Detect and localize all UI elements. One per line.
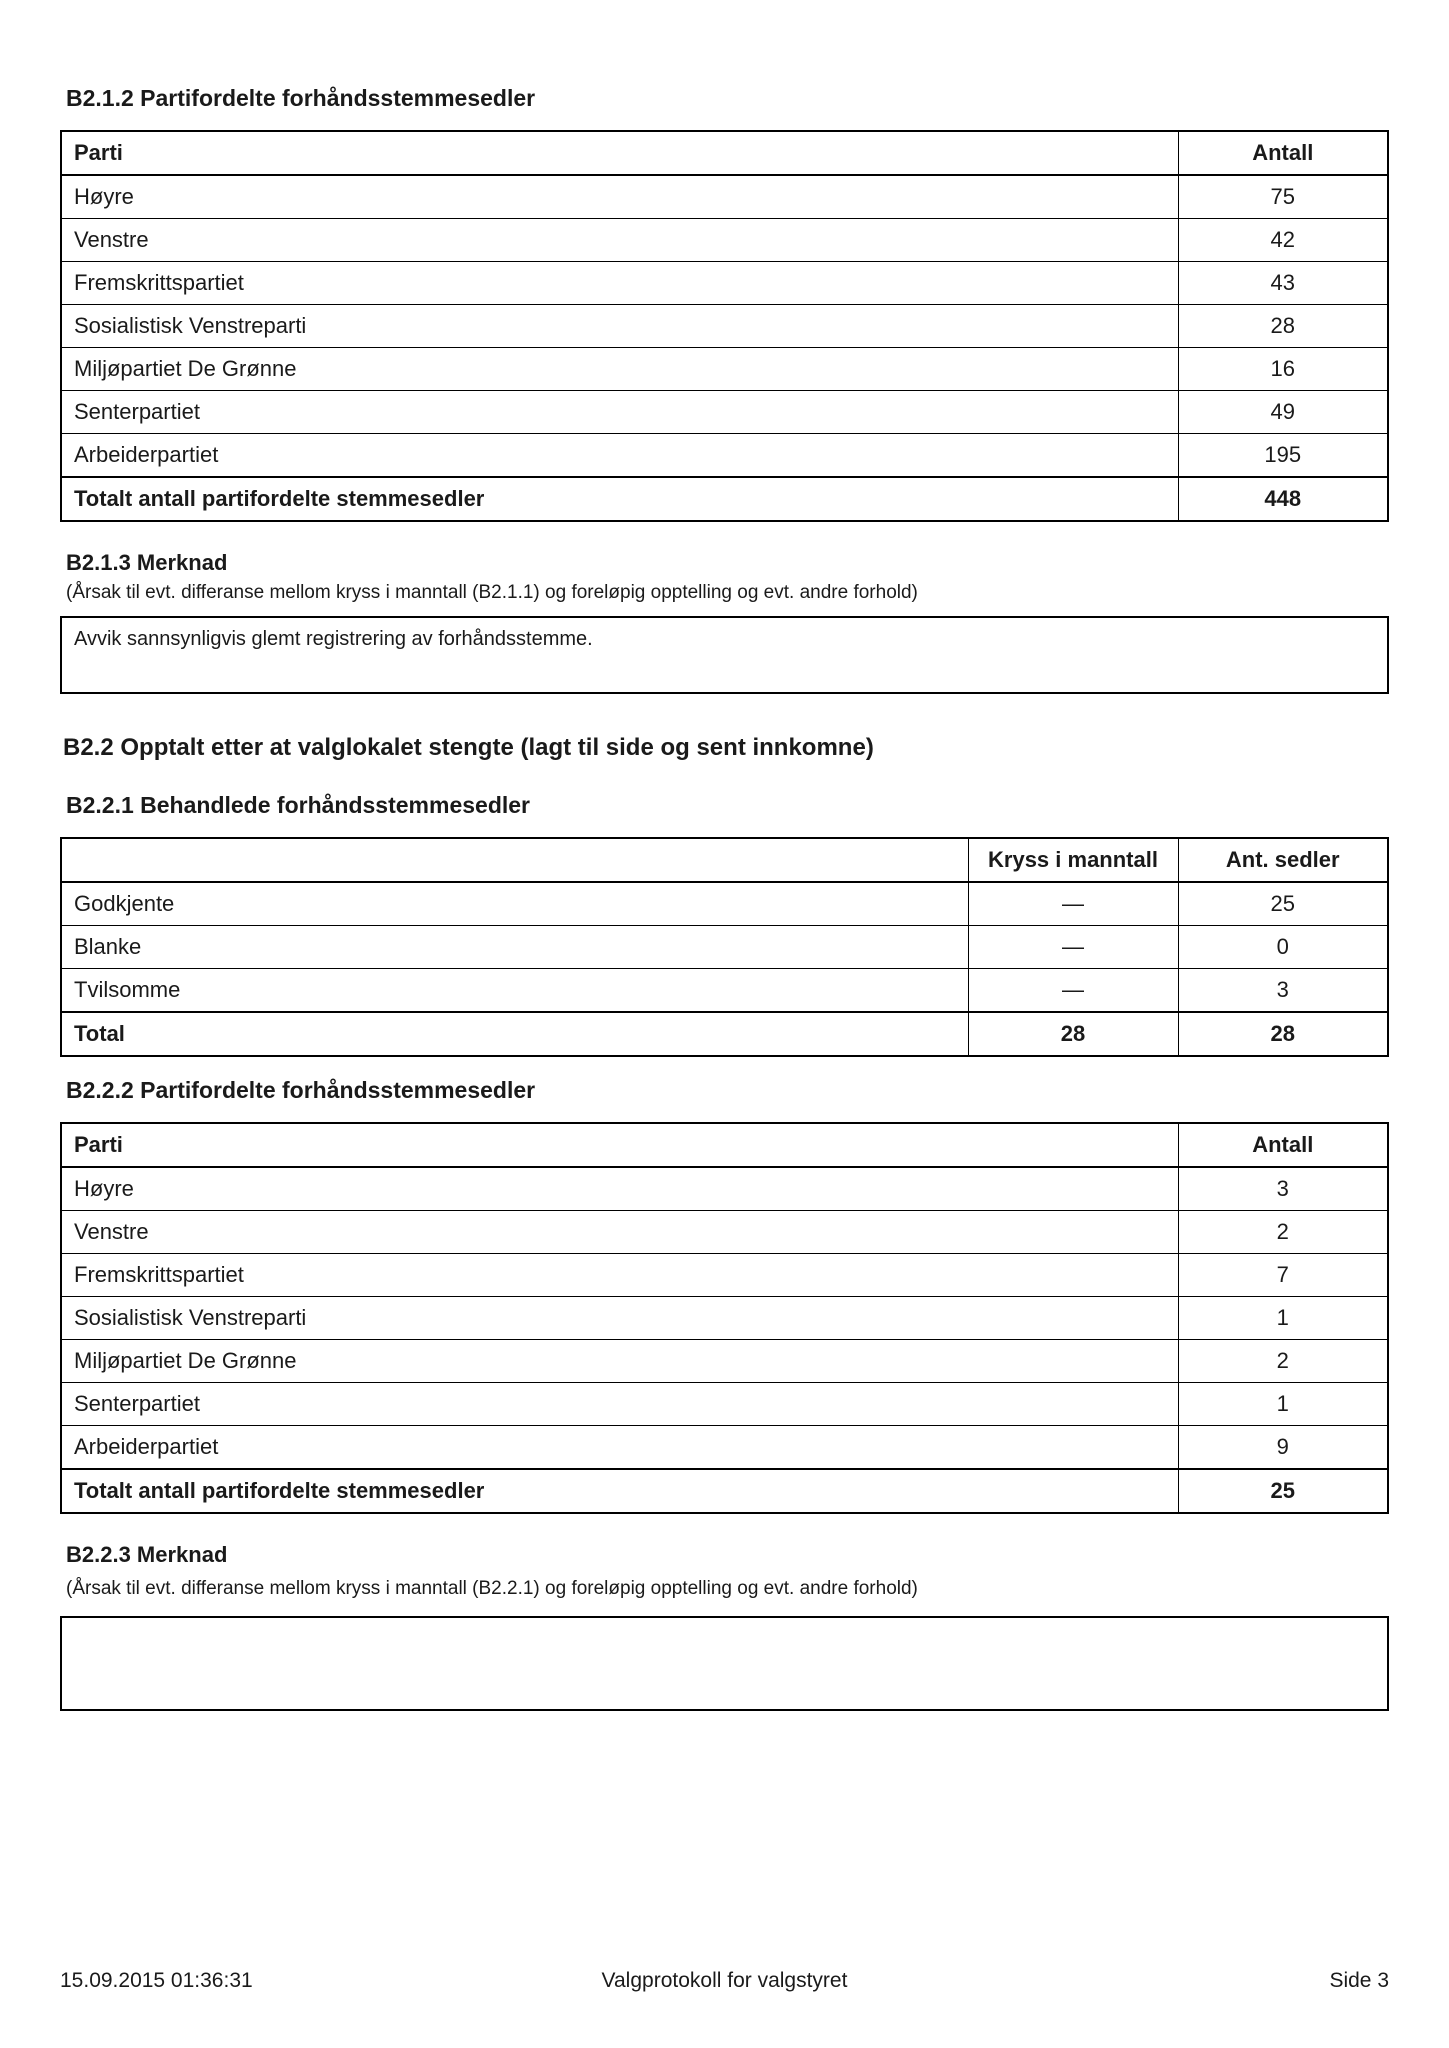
table-row: Senterpartiet49 bbox=[61, 391, 1388, 434]
cell-total-value: 28 bbox=[968, 1012, 1178, 1056]
cell-value: 49 bbox=[1178, 391, 1388, 434]
cell-value: 2 bbox=[1178, 1211, 1388, 1254]
table-row: Fremskrittspartiet43 bbox=[61, 262, 1388, 305]
table-row: Venstre42 bbox=[61, 219, 1388, 262]
table-row: Arbeiderpartiet9 bbox=[61, 1426, 1388, 1470]
cell-label: Fremskrittspartiet bbox=[61, 262, 1178, 305]
cell-value: — bbox=[968, 969, 1178, 1013]
cell-value: 0 bbox=[1178, 926, 1388, 969]
cell-value: — bbox=[968, 882, 1178, 926]
cell-total-label: Totalt antall partifordelte stemmesedler bbox=[61, 1469, 1178, 1513]
table-header-row: Parti Antall bbox=[61, 131, 1388, 175]
cell-total-label: Totalt antall partifordelte stemmesedler bbox=[61, 477, 1178, 521]
note-text: Avvik sannsynligvis glemt registrering a… bbox=[74, 628, 593, 650]
cell-total-value: 25 bbox=[1178, 1469, 1388, 1513]
note-box-b213: Avvik sannsynligvis glemt registrering a… bbox=[60, 616, 1389, 694]
cell-value: 3 bbox=[1178, 1167, 1388, 1211]
table-b212: Parti Antall Høyre75 Venstre42 Fremskrit… bbox=[60, 130, 1389, 522]
col-header-blank bbox=[61, 838, 968, 882]
heading-b212: B2.1.2 Partifordelte forhåndsstemmesedle… bbox=[66, 85, 1389, 112]
cell-label: Venstre bbox=[61, 1211, 1178, 1254]
cell-value: 3 bbox=[1178, 969, 1388, 1013]
cell-value: 43 bbox=[1178, 262, 1388, 305]
table-row: Sosialistisk Venstreparti1 bbox=[61, 1297, 1388, 1340]
col-header-parti: Parti bbox=[61, 131, 1178, 175]
col-header-parti: Parti bbox=[61, 1123, 1178, 1167]
col-header-antsedler: Ant. sedler bbox=[1178, 838, 1388, 882]
table-b221: Kryss i manntall Ant. sedler Godkjente —… bbox=[60, 837, 1389, 1057]
cell-value: 25 bbox=[1178, 882, 1388, 926]
cell-value: 7 bbox=[1178, 1254, 1388, 1297]
footer-title: Valgprotokoll for valgstyret bbox=[602, 1969, 848, 1993]
footer-page-number: Side 3 bbox=[1329, 1969, 1389, 1993]
note-box-b223 bbox=[60, 1616, 1389, 1711]
cell-label: Sosialistisk Venstreparti bbox=[61, 305, 1178, 348]
table-row: Tvilsomme — 3 bbox=[61, 969, 1388, 1013]
cell-label: Senterpartiet bbox=[61, 391, 1178, 434]
table-header-row: Kryss i manntall Ant. sedler bbox=[61, 838, 1388, 882]
cell-label: Senterpartiet bbox=[61, 1383, 1178, 1426]
col-header-antall: Antall bbox=[1178, 131, 1388, 175]
table-row: Venstre2 bbox=[61, 1211, 1388, 1254]
table-row: Miljøpartiet De Grønne2 bbox=[61, 1340, 1388, 1383]
caption-b213: (Årsak til evt. differanse mellom kryss … bbox=[66, 582, 1389, 604]
cell-label: Miljøpartiet De Grønne bbox=[61, 348, 1178, 391]
cell-value: 195 bbox=[1178, 434, 1388, 478]
cell-total-value: 448 bbox=[1178, 477, 1388, 521]
page-footer: 15.09.2015 01:36:31 Valgprotokoll for va… bbox=[60, 1969, 1389, 1993]
cell-label: Fremskrittspartiet bbox=[61, 1254, 1178, 1297]
heading-b223: B2.2.3 Merknad bbox=[66, 1542, 1389, 1568]
cell-value: — bbox=[968, 926, 1178, 969]
col-header-antall: Antall bbox=[1178, 1123, 1388, 1167]
cell-value: 75 bbox=[1178, 175, 1388, 219]
table-row: Godkjente — 25 bbox=[61, 882, 1388, 926]
table-b222: Parti Antall Høyre3 Venstre2 Fremskritts… bbox=[60, 1122, 1389, 1514]
cell-value: 2 bbox=[1178, 1340, 1388, 1383]
cell-label: Arbeiderpartiet bbox=[61, 1426, 1178, 1470]
cell-label: Arbeiderpartiet bbox=[61, 434, 1178, 478]
cell-total-value: 28 bbox=[1178, 1012, 1388, 1056]
col-header-kryss: Kryss i manntall bbox=[968, 838, 1178, 882]
heading-b222: B2.2.2 Partifordelte forhåndsstemmesedle… bbox=[66, 1077, 1389, 1104]
cell-label: Sosialistisk Venstreparti bbox=[61, 1297, 1178, 1340]
table-row: Arbeiderpartiet195 bbox=[61, 434, 1388, 478]
cell-label: Høyre bbox=[61, 1167, 1178, 1211]
table-row-total: Totalt antall partifordelte stemmesedler… bbox=[61, 477, 1388, 521]
table-row: Miljøpartiet De Grønne16 bbox=[61, 348, 1388, 391]
cell-total-label: Total bbox=[61, 1012, 968, 1056]
caption-b223: (Årsak til evt. differanse mellom kryss … bbox=[66, 1578, 1389, 1600]
heading-b22: B2.2 Opptalt etter at valglokalet stengt… bbox=[63, 734, 1389, 762]
table-row-total: Total 28 28 bbox=[61, 1012, 1388, 1056]
cell-value: 28 bbox=[1178, 305, 1388, 348]
table-row: Fremskrittspartiet7 bbox=[61, 1254, 1388, 1297]
table-row: Blanke — 0 bbox=[61, 926, 1388, 969]
cell-label: Venstre bbox=[61, 219, 1178, 262]
table-row: Høyre75 bbox=[61, 175, 1388, 219]
cell-label: Godkjente bbox=[61, 882, 968, 926]
cell-value: 1 bbox=[1178, 1297, 1388, 1340]
page: B2.1.2 Partifordelte forhåndsstemmesedle… bbox=[0, 0, 1449, 2048]
cell-label: Høyre bbox=[61, 175, 1178, 219]
table-row: Høyre3 bbox=[61, 1167, 1388, 1211]
cell-label: Miljøpartiet De Grønne bbox=[61, 1340, 1178, 1383]
table-row-total: Totalt antall partifordelte stemmesedler… bbox=[61, 1469, 1388, 1513]
table-row: Senterpartiet1 bbox=[61, 1383, 1388, 1426]
heading-b221: B2.2.1 Behandlede forhåndsstemmesedler bbox=[66, 792, 1389, 819]
cell-value: 42 bbox=[1178, 219, 1388, 262]
cell-label: Blanke bbox=[61, 926, 968, 969]
table-header-row: Parti Antall bbox=[61, 1123, 1388, 1167]
cell-label: Tvilsomme bbox=[61, 969, 968, 1013]
cell-value: 16 bbox=[1178, 348, 1388, 391]
cell-value: 9 bbox=[1178, 1426, 1388, 1470]
cell-value: 1 bbox=[1178, 1383, 1388, 1426]
footer-timestamp: 15.09.2015 01:36:31 bbox=[60, 1969, 253, 1993]
table-row: Sosialistisk Venstreparti28 bbox=[61, 305, 1388, 348]
heading-b213: B2.1.3 Merknad bbox=[66, 550, 1389, 576]
